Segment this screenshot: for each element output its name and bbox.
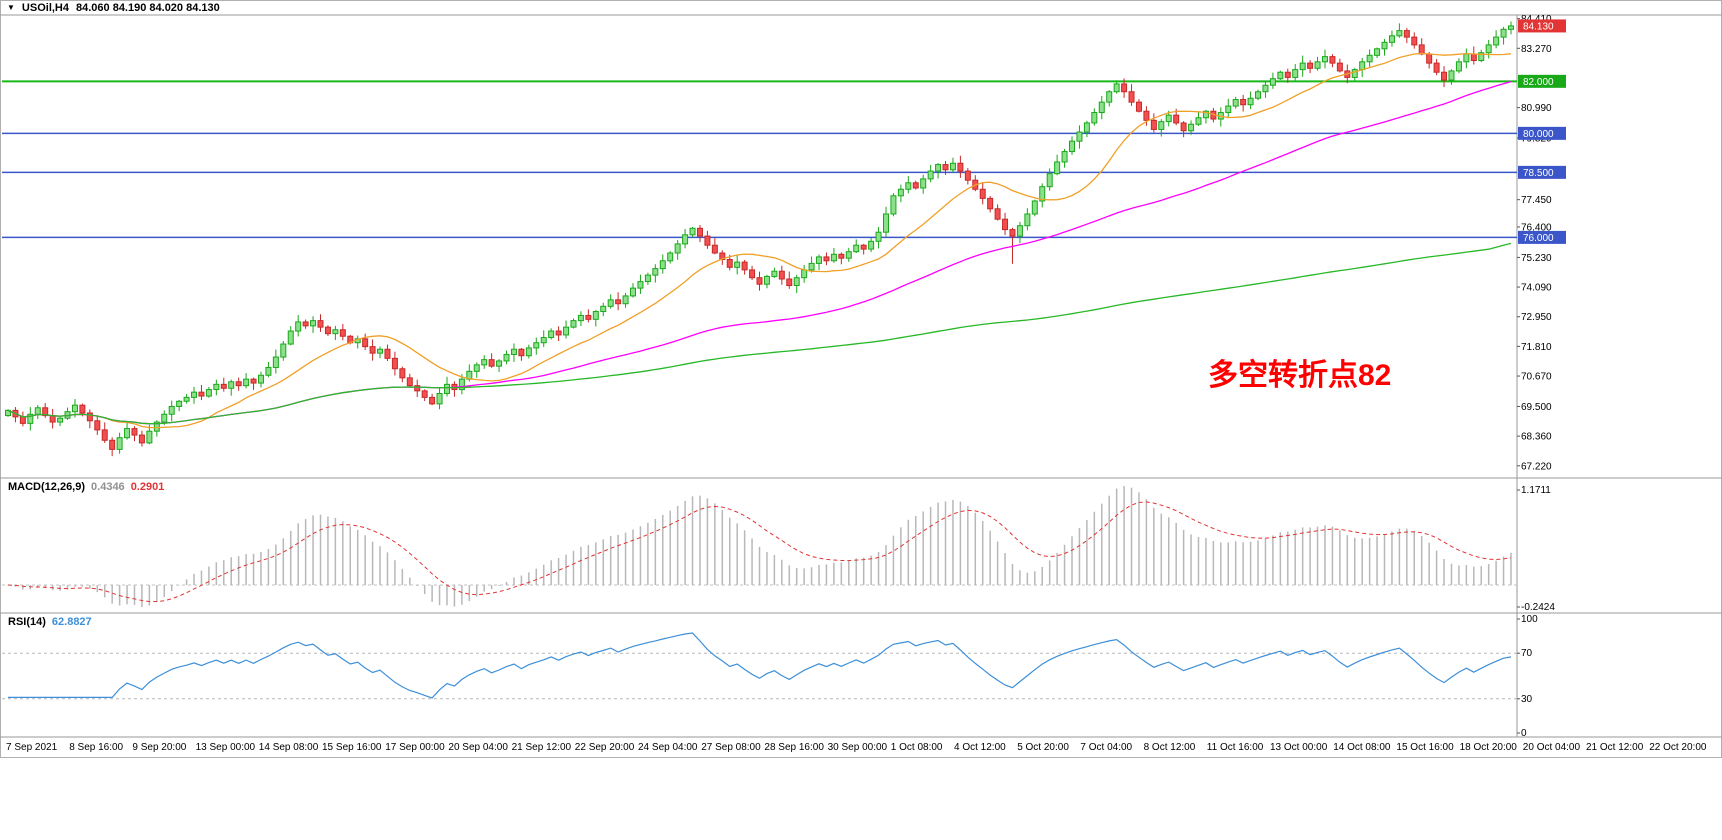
macd-signal-value: 0.2901 [130, 481, 165, 493]
time-axis-label: 22 Sep 20:00 [574, 742, 635, 753]
time-axis-label: 8 Oct 12:00 [1143, 742, 1196, 753]
symbol-marker-icon: ▼ [7, 3, 15, 12]
rsi-value: 62.8827 [51, 616, 92, 628]
price-panel [2, 21, 1517, 457]
svg-text:68.360: 68.360 [1521, 432, 1552, 443]
svg-text:78.500: 78.500 [1523, 168, 1554, 179]
svg-text:67.220: 67.220 [1521, 461, 1552, 472]
time-axis-label: 7 Oct 04:00 [1080, 742, 1133, 753]
macd-indicator-label: MACD(12,26,9) 0.4346 0.2901 [8, 481, 164, 493]
time-axis-label: 14 Oct 08:00 [1333, 742, 1391, 753]
rsi-line [8, 632, 1512, 699]
svg-text:1.1711: 1.1711 [1521, 485, 1551, 496]
svg-text:0: 0 [1521, 728, 1527, 739]
time-axis-label: 20 Oct 04:00 [1522, 742, 1581, 753]
time-axis-label: 9 Sep 20:00 [132, 742, 187, 753]
time-axis-label: 4 Oct 12:00 [954, 742, 1006, 753]
svg-text:-0.2424: -0.2424 [1521, 602, 1555, 613]
svg-text:84.130: 84.130 [1523, 21, 1554, 32]
svg-text:70: 70 [1521, 648, 1533, 659]
svg-text:76.400: 76.400 [1521, 222, 1552, 233]
svg-text:30: 30 [1521, 694, 1533, 705]
svg-text:69.500: 69.500 [1521, 402, 1552, 413]
time-axis-label: 7 Sep 2021 [6, 742, 58, 753]
ma-fast-line [7, 52, 1512, 429]
time-axis-label: 13 Sep 00:00 [195, 742, 256, 753]
ma-slow-line [7, 242, 1512, 425]
time-axis-label: 21 Sep 12:00 [511, 742, 572, 753]
time-axis[interactable]: 7 Sep 2021 8 Sep 16:00 9 Sep 20:00 13 Sep 0… [0, 737, 1722, 758]
time-axis-label: 1 Oct 08:00 [890, 742, 943, 753]
time-axis-label: 5 Oct 20:00 [1017, 742, 1069, 753]
time-axis-label: 21 Oct 12:00 [1586, 742, 1644, 753]
macd-panel: 1.1711 -0.2424 [2, 485, 1555, 613]
symbol-period-label: USOil,H4 [21, 1, 69, 14]
rsi-indicator-label: RSI(14) 62.8827 [8, 616, 92, 628]
time-axis-label: 8 Sep 16:00 [69, 742, 124, 753]
time-axis-label: 15 Oct 16:00 [1396, 742, 1454, 753]
time-axis-label: 14 Sep 08:00 [258, 742, 319, 753]
time-axis-label: 18 Oct 20:00 [1459, 742, 1517, 753]
price-badge [1518, 74, 1566, 88]
svg-text:75.230: 75.230 [1521, 253, 1552, 264]
svg-text:80.000: 80.000 [1523, 129, 1554, 140]
time-axis-label: 22 Oct 20:00 [1649, 742, 1707, 753]
svg-text:77.450: 77.450 [1521, 195, 1552, 206]
svg-text:100: 100 [1521, 614, 1538, 625]
svg-text:71.810: 71.810 [1521, 342, 1552, 353]
time-axis-label: 28 Sep 16:00 [764, 742, 824, 753]
time-axis-label: 17 Sep 00:00 [385, 742, 445, 753]
time-axis-label: 27 Sep 08:00 [701, 742, 761, 753]
price-badge [1518, 19, 1566, 33]
ohlc-values: 84.060 84.190 84.020 84.130 [76, 1, 220, 14]
svg-text:80.990: 80.990 [1521, 103, 1552, 114]
svg-text:82.000: 82.000 [1523, 77, 1554, 88]
rsi-name: RSI(14) [8, 616, 46, 628]
macd-signal-line [7, 501, 1512, 603]
time-axis-label: 15 Sep 16:00 [322, 742, 382, 753]
svg-text:72.950: 72.950 [1521, 312, 1552, 323]
time-axis-label: 24 Sep 04:00 [638, 742, 698, 753]
time-axis-label: 30 Sep 00:00 [827, 742, 888, 753]
svg-text:74.090: 74.090 [1521, 283, 1552, 294]
svg-text:70.670: 70.670 [1521, 372, 1552, 383]
time-axis-label: 20 Sep 04:00 [448, 742, 508, 753]
price-badge [1518, 126, 1566, 140]
rsi-panel: 100 70 30 0 [2, 614, 1538, 739]
time-axis-label: 11 Oct 16:00 [1206, 742, 1264, 753]
annotation-text: 多空转折点82 [1208, 359, 1392, 392]
chart-title-bar: ▼ USOil,H4 84.060 84.190 84.020 84.130 [0, 0, 1722, 15]
macd-name: MACD(12,26,9) [8, 481, 86, 493]
macd-histogram [7, 486, 1512, 607]
svg-text:83.270: 83.270 [1521, 44, 1552, 55]
price-badge [1518, 165, 1566, 179]
svg-text:76.000: 76.000 [1523, 233, 1554, 244]
chart-canvas[interactable]: 84.41083.27080.99079.82077.45076.40075.2… [0, 0, 1722, 758]
price-axis: 84.41083.27080.99079.82077.45076.40075.2… [1517, 14, 1566, 472]
time-axis-label: 13 Oct 00:00 [1270, 742, 1328, 753]
macd-main-value: 0.4346 [91, 481, 125, 493]
price-badge [1518, 230, 1566, 244]
